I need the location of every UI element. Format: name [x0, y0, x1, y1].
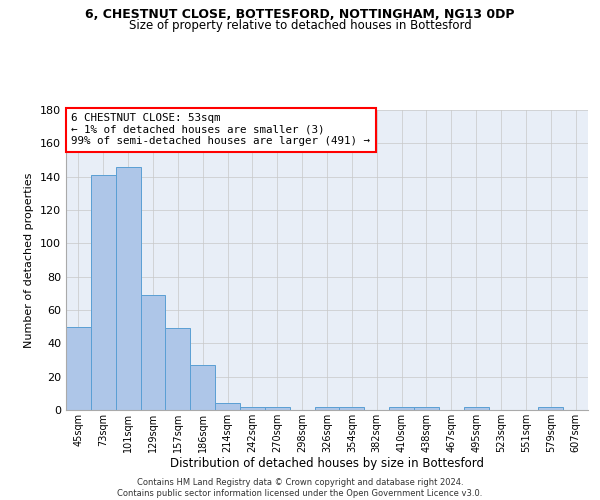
Bar — [91, 175, 116, 410]
Text: 6, CHESTNUT CLOSE, BOTTESFORD, NOTTINGHAM, NG13 0DP: 6, CHESTNUT CLOSE, BOTTESFORD, NOTTINGHA… — [85, 8, 515, 20]
Bar — [240, 406, 265, 410]
Bar — [166, 328, 190, 410]
Bar — [190, 365, 215, 410]
Text: Size of property relative to detached houses in Bottesford: Size of property relative to detached ho… — [128, 18, 472, 32]
Bar — [314, 406, 340, 410]
Bar — [140, 295, 166, 410]
Bar — [66, 326, 91, 410]
Bar — [414, 406, 439, 410]
Y-axis label: Number of detached properties: Number of detached properties — [25, 172, 34, 348]
Bar — [538, 406, 563, 410]
Bar — [116, 166, 140, 410]
Bar — [340, 406, 364, 410]
Bar — [389, 406, 414, 410]
Text: 6 CHESTNUT CLOSE: 53sqm
← 1% of detached houses are smaller (3)
99% of semi-deta: 6 CHESTNUT CLOSE: 53sqm ← 1% of detached… — [71, 113, 370, 146]
Bar — [464, 406, 488, 410]
Text: Distribution of detached houses by size in Bottesford: Distribution of detached houses by size … — [170, 458, 484, 470]
Text: Contains HM Land Registry data © Crown copyright and database right 2024.
Contai: Contains HM Land Registry data © Crown c… — [118, 478, 482, 498]
Bar — [215, 404, 240, 410]
Bar — [265, 406, 290, 410]
